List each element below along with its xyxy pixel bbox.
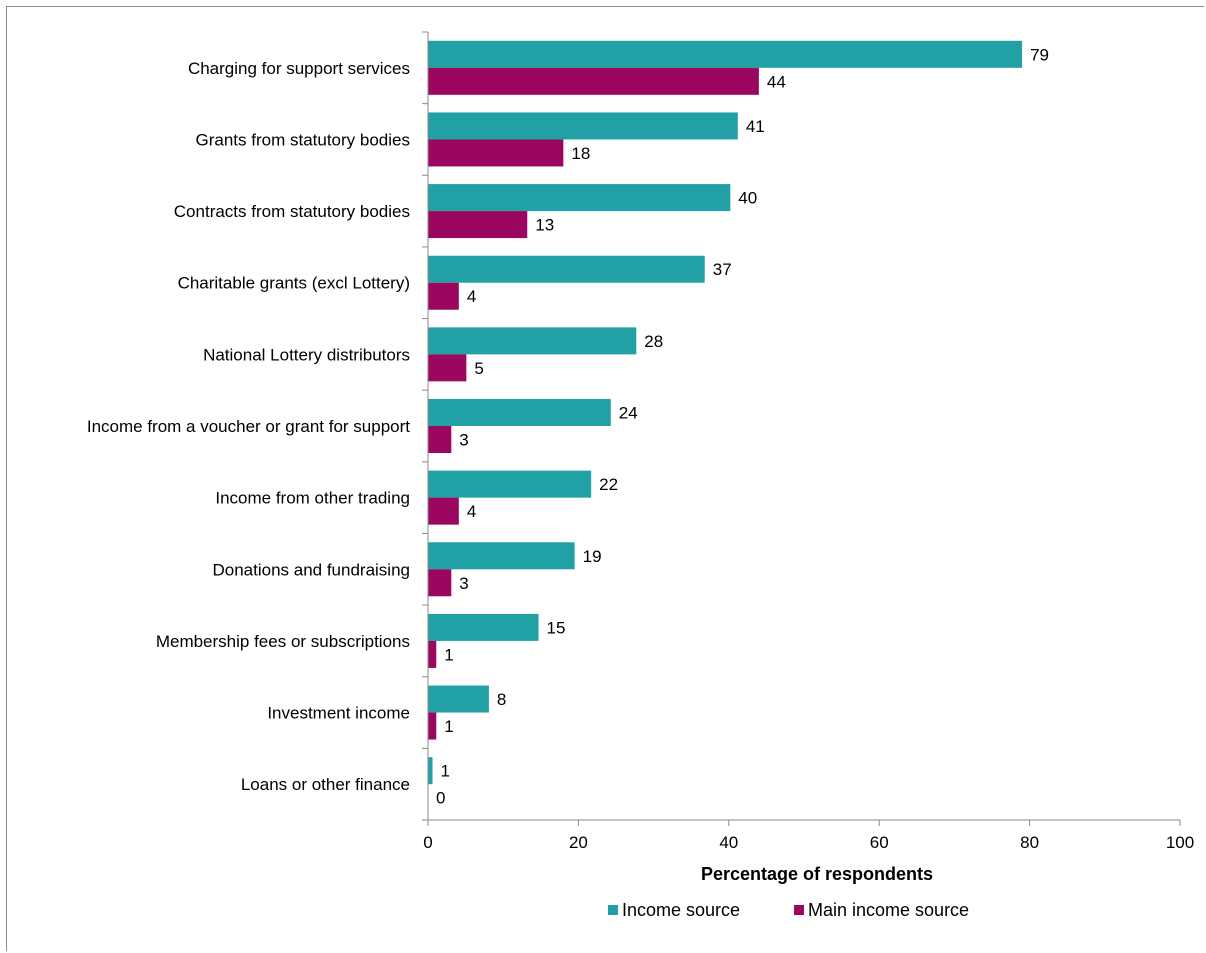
data-label: 44 <box>767 72 786 91</box>
data-label: 19 <box>583 547 602 566</box>
data-label: 4 <box>467 287 476 306</box>
category-label: Contracts from statutory bodies <box>174 202 410 221</box>
main-income-source-bar <box>428 712 437 740</box>
chart-frame <box>6 6 1204 951</box>
data-label: 1 <box>444 645 453 664</box>
main-income-source-bar <box>428 67 759 95</box>
main-income-source-bar <box>428 497 459 525</box>
x-tick-label: 20 <box>569 833 588 852</box>
category-label: Investment income <box>267 704 410 723</box>
data-label: 1 <box>444 717 453 736</box>
data-label: 8 <box>497 690 506 709</box>
income-source-bar <box>428 184 731 212</box>
data-label: 3 <box>459 431 468 450</box>
x-tick-label: 80 <box>1020 833 1039 852</box>
main-income-source-bar <box>428 139 564 167</box>
legend-label: Income source <box>622 900 740 920</box>
legend-swatch-income-source <box>608 905 618 915</box>
data-label: 79 <box>1030 45 1049 64</box>
data-label: 24 <box>619 404 638 423</box>
data-label: 1 <box>441 762 450 781</box>
income-source-bar <box>428 685 489 713</box>
category-label: Income from other trading <box>215 489 410 508</box>
legend: Income source Main income source <box>608 900 969 920</box>
income-source-bar <box>428 613 539 641</box>
data-label: 37 <box>713 260 732 279</box>
category-labels: Charging for support services Grants from… <box>87 59 410 794</box>
category-label: Loans or other finance <box>241 775 410 794</box>
main-income-source-bar <box>428 426 452 453</box>
data-label: 15 <box>547 618 566 637</box>
data-label: 40 <box>738 189 757 208</box>
main-income-source-bar <box>428 282 459 310</box>
income-source-bar <box>428 470 592 498</box>
main-income-source-bar <box>428 640 437 668</box>
category-label: Income from a voucher or grant for suppo… <box>87 417 410 436</box>
income-source-bar <box>428 327 637 355</box>
x-tick-label: 60 <box>870 833 889 852</box>
bars-group <box>428 40 1023 785</box>
x-axis-title: Percentage of respondents <box>701 864 933 884</box>
legend-swatch-main-income-source <box>794 905 804 915</box>
data-label: 0 <box>436 789 445 808</box>
x-tick-labels: 0 20 40 60 80 100 <box>423 833 1194 852</box>
main-income-source-bar <box>428 569 452 597</box>
data-label: 22 <box>599 475 618 494</box>
income-source-bar <box>428 757 433 785</box>
category-label: Grants from statutory bodies <box>196 130 410 149</box>
data-label: 5 <box>474 359 483 378</box>
category-label: Membership fees or subscriptions <box>156 632 410 651</box>
income-source-bar <box>428 40 1023 68</box>
category-label: Charitable grants (excl Lottery) <box>178 274 410 293</box>
axes-group <box>422 31 1181 826</box>
data-label: 4 <box>467 502 476 521</box>
main-income-source-bar <box>428 211 528 239</box>
income-source-bar <box>428 255 705 283</box>
x-tick-label: 100 <box>1166 833 1194 852</box>
category-label: Donations and fundraising <box>212 560 410 579</box>
income-source-bar <box>428 399 611 426</box>
income-source-bar <box>428 112 738 140</box>
main-income-source-bar <box>428 354 467 382</box>
data-label: 3 <box>459 574 468 593</box>
category-label: National Lottery distributors <box>203 345 410 364</box>
income-source-bar <box>428 542 575 570</box>
data-label: 18 <box>571 144 590 163</box>
data-label: 41 <box>746 117 765 136</box>
data-label: 13 <box>535 216 554 235</box>
legend-label: Main income source <box>808 900 969 920</box>
category-label: Charging for support services <box>188 59 410 78</box>
data-label: 28 <box>644 332 663 351</box>
x-tick-label: 0 <box>423 833 432 852</box>
x-tick-label: 40 <box>719 833 738 852</box>
